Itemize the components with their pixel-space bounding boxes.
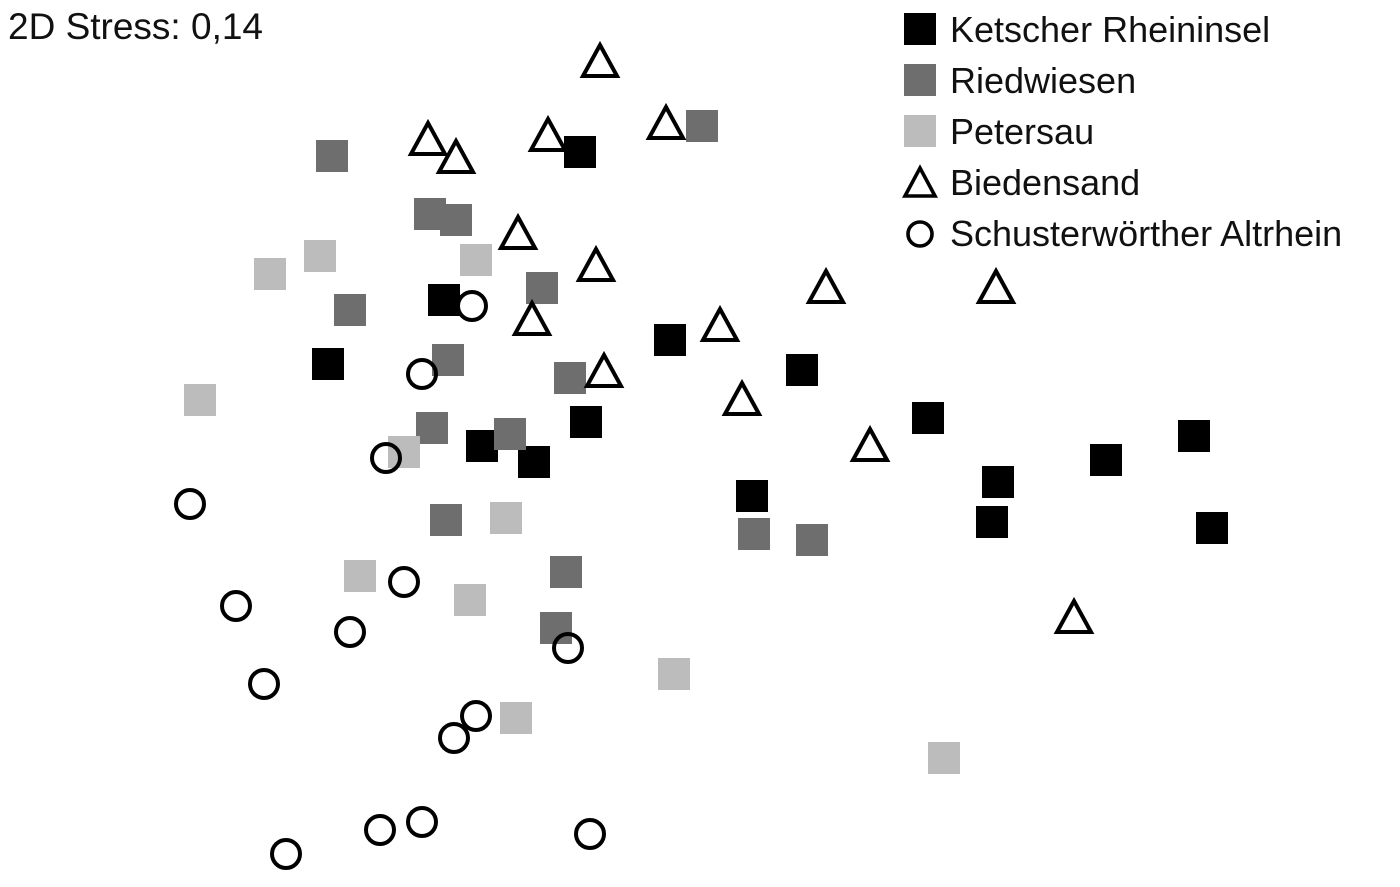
- data-point-triangle-series-3-4: [645, 102, 687, 140]
- data-point-square-series-0-5: [570, 406, 602, 438]
- data-point-circle-series-4-2: [370, 442, 402, 474]
- data-point-triangle-series-3-10: [975, 266, 1017, 304]
- data-point-square-series-1-5: [334, 294, 366, 326]
- data-point-square-series-0-13: [1178, 420, 1210, 452]
- legend-label: Riedwiesen: [950, 59, 1137, 101]
- legend-item-petersau: Petersau: [900, 106, 1342, 157]
- data-point-square-series-0-2: [312, 348, 344, 380]
- data-point-triangle-series-3-9: [805, 266, 847, 304]
- data-point-square-series-2-8: [658, 658, 690, 690]
- data-point-square-series-1-9: [494, 418, 526, 450]
- data-point-triangle-series-3-5: [497, 212, 539, 250]
- data-point-square-series-2-7: [454, 584, 486, 616]
- data-point-square-series-1-4: [526, 272, 558, 304]
- data-point-square-series-0-6: [466, 430, 498, 462]
- data-point-square-series-2-9: [500, 702, 532, 734]
- data-point-circle-series-4-11: [364, 814, 396, 846]
- data-point-circle-series-4-4: [220, 590, 252, 622]
- data-point-triangle-series-3-1: [407, 118, 449, 156]
- legend-item-biedensand: Biedensand: [900, 157, 1342, 208]
- data-point-square-series-0-14: [1196, 512, 1228, 544]
- data-point-circle-series-4-1: [406, 358, 438, 390]
- data-point-square-series-2-3: [184, 384, 216, 416]
- data-point-square-series-0-1: [428, 284, 460, 316]
- data-point-triangle-series-3-2: [435, 136, 477, 174]
- data-point-circle-series-4-10: [438, 722, 470, 754]
- legend-marker-open-circle-icon: [906, 219, 934, 248]
- stress-label: 2D Stress: 0,14: [8, 6, 264, 47]
- legend-label: Petersau: [950, 110, 1095, 152]
- data-point-square-series-2-10: [928, 742, 960, 774]
- legend-label: Schusterwörther Altrhein: [950, 212, 1343, 254]
- data-point-triangle-series-3-13: [849, 424, 891, 462]
- legend-item-schusterwoerther-altrhein: Schusterwörther Altrhein: [900, 208, 1342, 259]
- data-point-square-series-2-5: [490, 502, 522, 534]
- data-point-square-series-1-7: [554, 362, 586, 394]
- data-point-square-series-0-7: [518, 446, 550, 478]
- data-point-square-series-1-0: [316, 140, 348, 172]
- data-point-circle-series-4-14: [270, 838, 302, 870]
- data-point-square-series-1-10: [430, 504, 462, 536]
- data-point-triangle-series-3-8: [699, 304, 741, 342]
- legend-marker-dark-grey-square-icon: [904, 63, 936, 96]
- legend: Ketscher Rheininsel Riedwiesen Petersau …: [900, 4, 1342, 259]
- legend-label: Biedensand: [950, 161, 1141, 203]
- data-point-circle-series-4-7: [552, 632, 584, 664]
- legend-marker-light-grey-square-icon: [904, 114, 936, 147]
- legend-item-riedwiesen: Riedwiesen: [900, 55, 1342, 106]
- data-point-square-series-0-9: [736, 480, 768, 512]
- data-point-square-series-0-4: [786, 354, 818, 386]
- data-point-circle-series-4-9: [460, 700, 492, 732]
- data-point-square-series-2-6: [344, 560, 376, 592]
- data-point-square-series-1-8: [416, 412, 448, 444]
- legend-item-ketscher-rheininsel: Ketscher Rheininsel: [900, 4, 1342, 55]
- data-point-triangle-series-3-6: [575, 244, 617, 282]
- data-point-square-series-1-1: [686, 110, 718, 142]
- data-point-circle-series-4-6: [334, 616, 366, 648]
- data-point-square-series-0-10: [982, 466, 1014, 498]
- data-point-circle-series-4-12: [406, 806, 438, 838]
- data-point-circle-series-4-0: [456, 290, 488, 322]
- data-point-triangle-series-3-7: [511, 298, 553, 336]
- legend-marker-filled-square-icon: [904, 12, 936, 45]
- data-point-square-series-1-12: [796, 524, 828, 556]
- data-point-square-series-1-11: [738, 518, 770, 550]
- data-point-square-series-1-3: [440, 204, 472, 236]
- data-point-square-series-0-11: [976, 506, 1008, 538]
- data-point-circle-series-4-3: [174, 488, 206, 520]
- legend-label: Ketscher Rheininsel: [950, 8, 1271, 50]
- data-point-circle-series-4-13: [574, 818, 606, 850]
- data-point-square-series-2-0: [254, 258, 286, 290]
- data-point-square-series-0-8: [912, 402, 944, 434]
- data-point-square-series-0-3: [654, 324, 686, 356]
- data-point-square-series-0-0: [564, 136, 596, 168]
- data-point-triangle-series-3-0: [579, 40, 621, 78]
- legend-marker-open-triangle-icon: [901, 163, 939, 198]
- data-point-circle-series-4-8: [248, 668, 280, 700]
- data-point-triangle-series-3-14: [1053, 596, 1095, 634]
- data-point-circle-series-4-5: [388, 566, 420, 598]
- data-point-triangle-series-3-12: [721, 378, 763, 416]
- data-point-triangle-series-3-3: [527, 114, 569, 152]
- data-point-square-series-2-2: [460, 244, 492, 276]
- data-point-square-series-2-4: [388, 436, 420, 468]
- data-point-triangle-series-3-11: [583, 350, 625, 388]
- data-point-square-series-2-1: [304, 240, 336, 272]
- data-point-square-series-0-12: [1090, 444, 1122, 476]
- data-point-square-series-1-13: [550, 556, 582, 588]
